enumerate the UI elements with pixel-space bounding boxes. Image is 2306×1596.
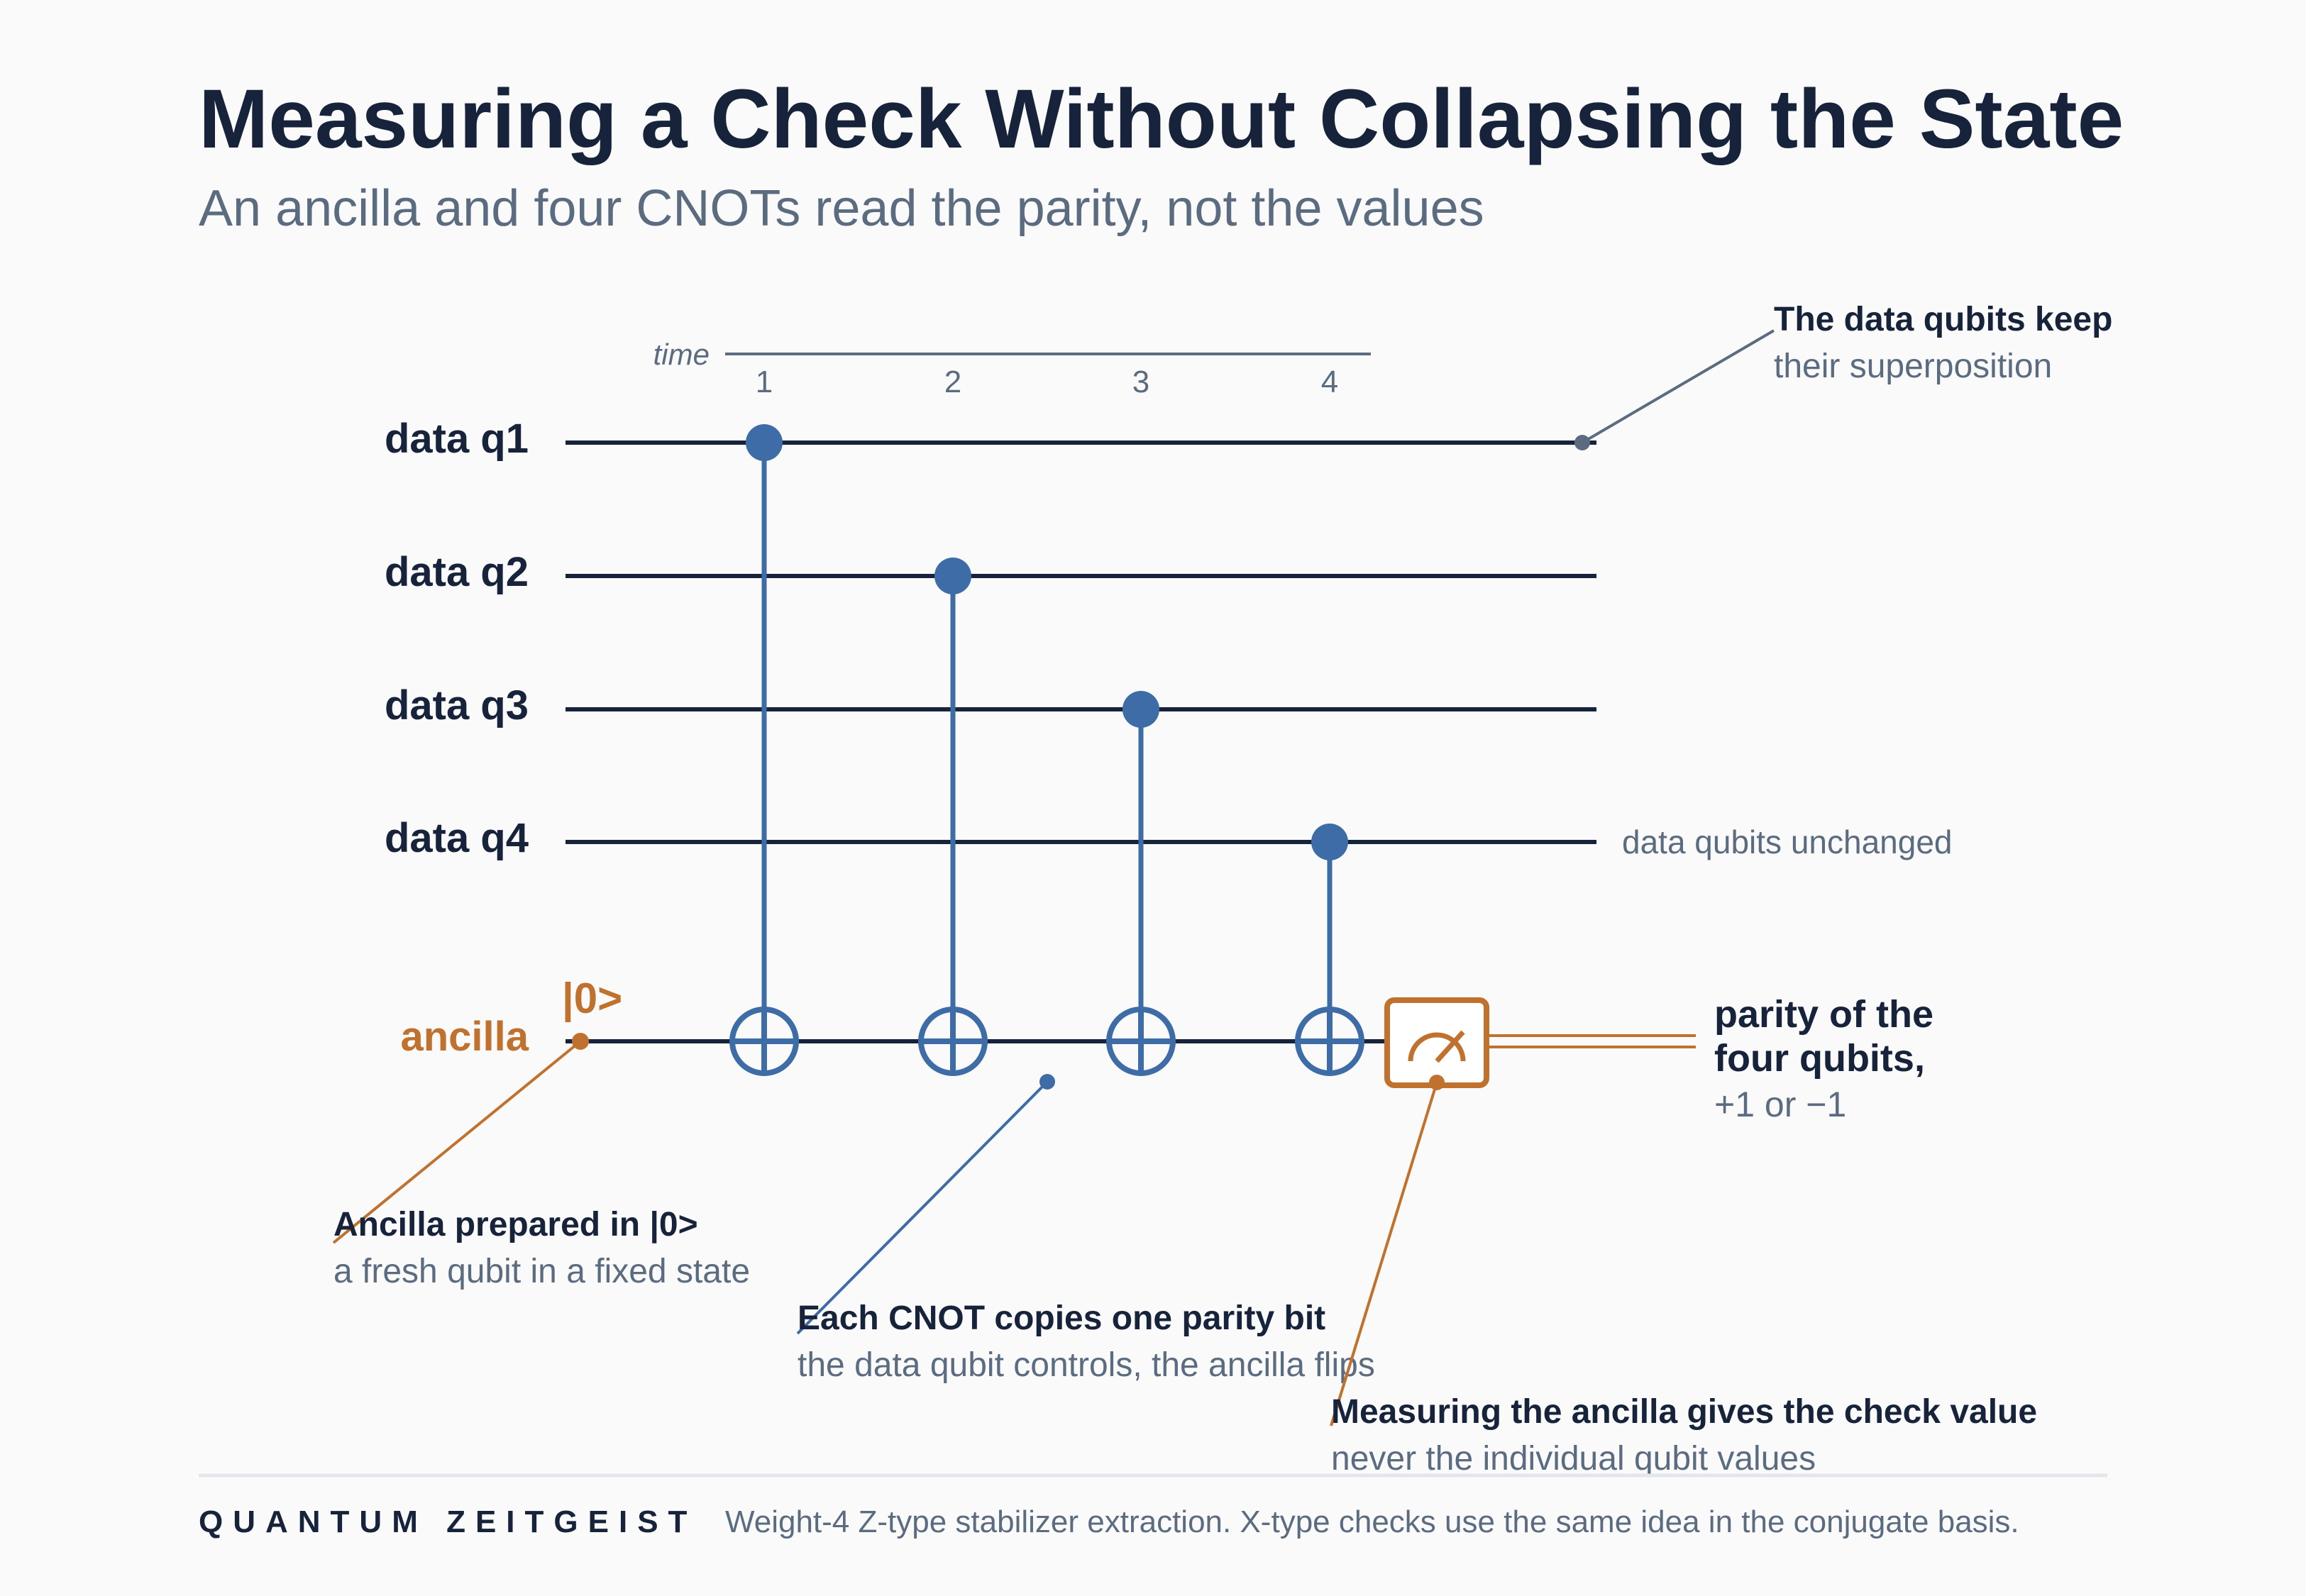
time-step-2: 2 xyxy=(944,365,961,399)
cnot-gate-1 xyxy=(729,424,799,1076)
leader-data-keep xyxy=(1581,329,1775,444)
time-axis-label: time xyxy=(653,338,710,371)
time-step-1: 1 xyxy=(756,365,773,399)
control-dot-q3 xyxy=(1122,691,1159,728)
note-parity-line1: parity of the xyxy=(1714,993,1933,1036)
control-dot-q1 xyxy=(746,424,783,461)
note-parity-line2: four qubits, xyxy=(1714,1037,1925,1080)
wire-label-q2: data q2 xyxy=(385,549,529,595)
time-step-4: 4 xyxy=(1321,365,1338,399)
note-cnot-sub: the data qubit controls, the ancilla fli… xyxy=(798,1346,1375,1384)
note-measure-head: Measuring the ancilla gives the check va… xyxy=(1331,1393,2037,1431)
leader-measure xyxy=(1330,1082,1438,1426)
note-data-unchanged: data qubits unchanged xyxy=(1622,824,1953,860)
note-data-keep-head: The data qubits keep xyxy=(1774,301,2112,338)
wire-label-q3: data q3 xyxy=(385,682,529,728)
footer-brand: QUANTUM ZEITGEIST xyxy=(199,1504,697,1539)
meter-needle-icon xyxy=(1435,1030,1465,1063)
note-cnot-head: Each CNOT copies one parity bit xyxy=(798,1299,1325,1337)
note-ancilla-prep-head: Ancilla prepared in |0> xyxy=(333,1206,698,1243)
control-dot-q2 xyxy=(934,558,971,594)
note-parity-sub: +1 or −1 xyxy=(1714,1085,1846,1124)
page-subtitle: An ancilla and four CNOTs read the parit… xyxy=(199,180,1484,237)
page-title: Measuring a Check Without Collapsing the… xyxy=(199,72,2124,166)
leader-ancilla-prep xyxy=(332,1040,582,1244)
cnot-gate-3 xyxy=(1106,691,1176,1076)
leader-cnot xyxy=(796,1080,1049,1335)
leader-dot-data-keep xyxy=(1574,435,1590,450)
note-ancilla-prep-sub: a fresh qubit in a fixed state xyxy=(333,1253,750,1290)
footer-note: Weight-4 Z-type stabilizer extraction. X… xyxy=(725,1504,2019,1539)
leader-dot-cnot xyxy=(1039,1074,1055,1090)
wire-label-q1: data q1 xyxy=(385,416,529,462)
note-data-keep-sub: their superposition xyxy=(1774,348,2052,385)
cnot-gate-2 xyxy=(918,558,988,1076)
leader-dot-measure xyxy=(1429,1075,1445,1090)
wire-label-ancilla: ancilla xyxy=(400,1014,529,1060)
wire-label-q4: data q4 xyxy=(385,815,529,861)
time-step-3: 3 xyxy=(1132,365,1149,399)
control-dot-q4 xyxy=(1311,824,1348,860)
note-measure-sub: never the individual qubit values xyxy=(1331,1440,1816,1478)
measurement-gate xyxy=(1384,997,1489,1088)
cnot-gate-4 xyxy=(1295,824,1364,1076)
ancilla-init-state: |0> xyxy=(562,975,622,1023)
